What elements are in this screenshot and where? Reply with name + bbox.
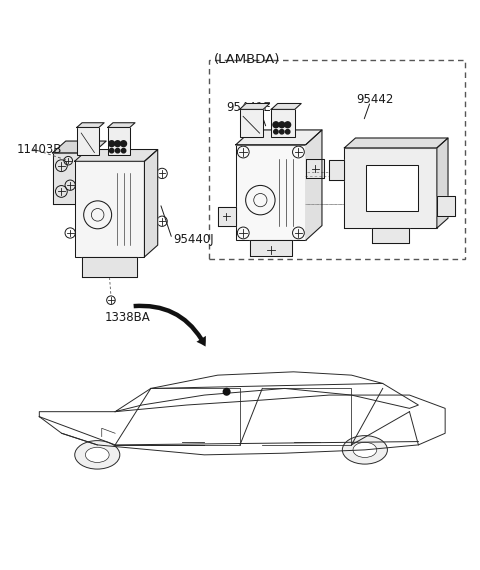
Circle shape xyxy=(285,122,290,128)
Circle shape xyxy=(279,129,284,134)
Circle shape xyxy=(108,141,115,146)
Polygon shape xyxy=(82,257,137,278)
Polygon shape xyxy=(52,153,93,204)
Polygon shape xyxy=(271,104,301,109)
Polygon shape xyxy=(217,207,236,226)
Text: 95441E: 95441E xyxy=(226,100,271,113)
Polygon shape xyxy=(344,138,448,148)
Bar xyxy=(271,109,295,137)
Text: 11403B: 11403B xyxy=(17,143,62,156)
Bar xyxy=(74,161,144,257)
Circle shape xyxy=(115,141,120,146)
Polygon shape xyxy=(372,228,409,243)
Text: 1338BA: 1338BA xyxy=(105,311,151,324)
Polygon shape xyxy=(306,130,322,241)
Circle shape xyxy=(115,148,120,153)
Polygon shape xyxy=(329,160,344,180)
Circle shape xyxy=(121,148,126,153)
Circle shape xyxy=(109,148,114,153)
Ellipse shape xyxy=(75,441,120,469)
Polygon shape xyxy=(437,196,456,216)
Polygon shape xyxy=(250,241,292,256)
Polygon shape xyxy=(344,148,437,228)
FancyArrowPatch shape xyxy=(133,304,206,347)
Bar xyxy=(77,128,99,156)
Ellipse shape xyxy=(353,442,377,458)
Circle shape xyxy=(274,129,278,134)
Polygon shape xyxy=(52,141,106,153)
Polygon shape xyxy=(77,123,104,128)
Polygon shape xyxy=(437,138,448,228)
Bar xyxy=(108,128,130,156)
Bar xyxy=(366,165,419,211)
Bar xyxy=(240,109,263,137)
Circle shape xyxy=(286,129,290,134)
Polygon shape xyxy=(108,123,135,128)
Circle shape xyxy=(120,141,127,146)
Ellipse shape xyxy=(342,435,387,464)
Circle shape xyxy=(273,122,279,128)
Circle shape xyxy=(279,122,285,128)
Polygon shape xyxy=(74,149,158,161)
Polygon shape xyxy=(306,159,324,178)
Text: (LAMBDA): (LAMBDA) xyxy=(214,53,280,66)
Text: 95442: 95442 xyxy=(356,92,394,105)
Text: 95440J: 95440J xyxy=(174,233,214,246)
Ellipse shape xyxy=(85,447,109,462)
Bar xyxy=(236,145,306,241)
Bar xyxy=(209,60,466,259)
Polygon shape xyxy=(240,104,270,109)
Circle shape xyxy=(223,388,230,395)
Polygon shape xyxy=(236,130,322,145)
Polygon shape xyxy=(144,149,158,257)
